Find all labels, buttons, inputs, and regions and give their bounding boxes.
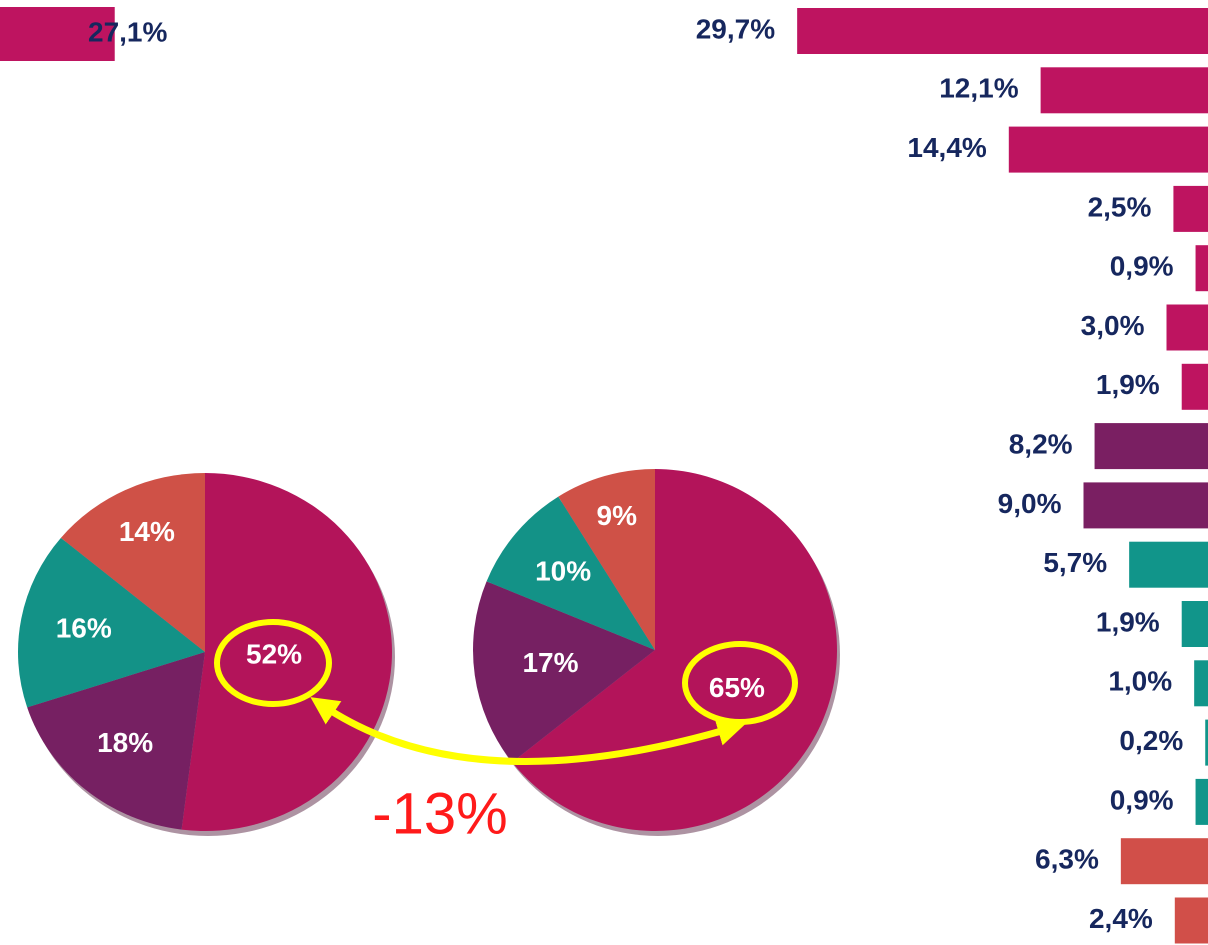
pie-value-label: 52% [246, 639, 302, 670]
pie-slice [486, 496, 655, 650]
overlay: -13% [214, 619, 798, 846]
pie-value-label: 65% [709, 672, 765, 703]
bar-value-label: 27,1% [88, 16, 167, 47]
pie-slice [27, 652, 205, 830]
comparison-arrow [310, 697, 746, 765]
bar-value-label: 2,4% [1089, 903, 1153, 934]
bar-value-label: 1,9% [1096, 369, 1160, 400]
bar [0, 7, 115, 61]
bar-value-label: 0,2% [1119, 725, 1183, 756]
bar [1181, 601, 1208, 647]
bar [1181, 363, 1208, 410]
bar [1008, 126, 1208, 173]
pie-value-label: 18% [97, 727, 153, 758]
bar-value-label: 5,7% [1043, 547, 1107, 578]
bar-value-label: 3,0% [1081, 310, 1145, 341]
pie-value-label: 10% [535, 555, 591, 586]
bar-value-label: 12,1% [939, 73, 1018, 104]
bar [1195, 778, 1208, 825]
bar-value-label: 2,5% [1088, 191, 1152, 222]
bar-value-label: 8,2% [1009, 428, 1073, 459]
bar [1094, 423, 1208, 470]
bar [1120, 838, 1208, 885]
bar [797, 8, 1208, 54]
bar [1195, 245, 1208, 292]
pie-slice [558, 469, 655, 650]
bar-value-label: 1,0% [1108, 666, 1172, 697]
bar-value-label: 1,9% [1096, 606, 1160, 637]
bar [1174, 897, 1208, 944]
difference-annotation: -13% [372, 781, 507, 846]
pie-value-label: 9% [597, 500, 638, 531]
bar [1040, 67, 1208, 114]
marks: 27,1% 29,7% 12,1% 14,4% 2,5% 0,9% 3,0% 1,9% 8,2%… [0, 7, 1208, 944]
bar-value-label: 9,0% [998, 488, 1062, 519]
highlight-ring [214, 619, 332, 707]
bar [1194, 660, 1208, 707]
bar [1129, 541, 1208, 588]
pie-value-label: 14% [119, 516, 175, 547]
bar-value-label: 0,9% [1110, 784, 1174, 815]
bar [1166, 304, 1208, 351]
pie-slice [18, 537, 205, 708]
bar-value-label: 14,4% [907, 132, 986, 163]
pie-value-label: 17% [522, 647, 578, 678]
bar [1205, 719, 1208, 766]
pie-slice [60, 473, 205, 652]
bar-value-label: 29,7% [696, 13, 775, 44]
bar-value-label: 6,3% [1035, 844, 1099, 875]
pie-value-label: 16% [56, 612, 112, 643]
bar-value-label: 0,9% [1110, 251, 1174, 282]
bar [1083, 482, 1208, 529]
bar [1173, 185, 1208, 232]
